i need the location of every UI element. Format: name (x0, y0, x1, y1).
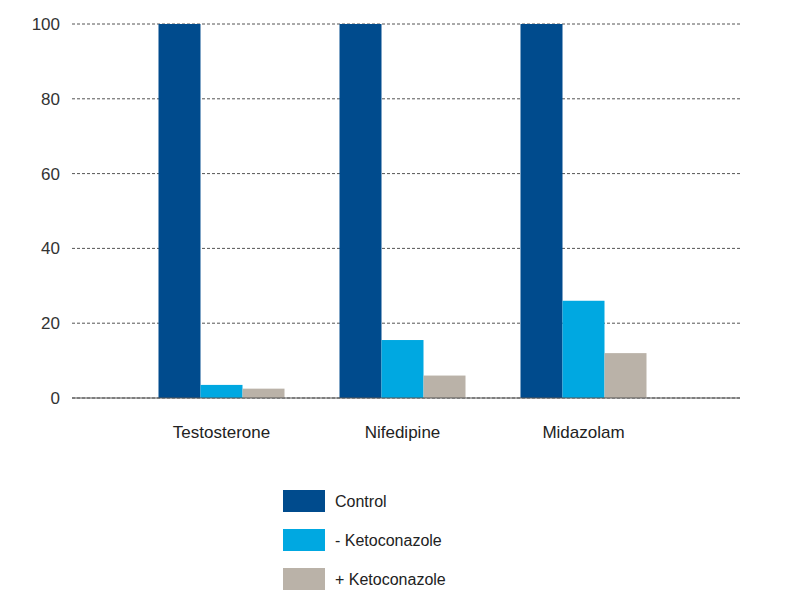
y-tick-label: 40 (41, 239, 60, 258)
x-axis (72, 397, 740, 398)
chart: 0 20 40 60 80 100 Testosterone Nifedipine Midazo… (0, 0, 800, 600)
legend-swatch (283, 529, 325, 551)
bar (563, 301, 605, 398)
category-label: Testosterone (173, 423, 270, 442)
bars (159, 24, 647, 398)
y-tick-label: 100 (32, 15, 60, 34)
grid-line (72, 398, 740, 399)
category-label: Midazolam (542, 423, 624, 442)
legend-label: - Ketoconazole (335, 532, 442, 549)
bar (424, 376, 466, 398)
legend-swatch (283, 490, 325, 512)
legend-swatch (283, 568, 325, 590)
bar (201, 385, 243, 398)
bar (159, 24, 201, 398)
y-tick-label: 80 (41, 90, 60, 109)
y-tick-label: 0 (51, 389, 60, 408)
bar (382, 340, 424, 398)
y-tick-label: 20 (41, 314, 60, 333)
bar (340, 24, 382, 398)
category-label: Nifedipine (365, 423, 441, 442)
bar (521, 24, 563, 398)
bar (243, 389, 285, 398)
bar (605, 353, 647, 398)
legend-label: + Ketoconazole (335, 571, 446, 588)
legend-label: Control (335, 493, 387, 510)
y-tick-label: 60 (41, 165, 60, 184)
